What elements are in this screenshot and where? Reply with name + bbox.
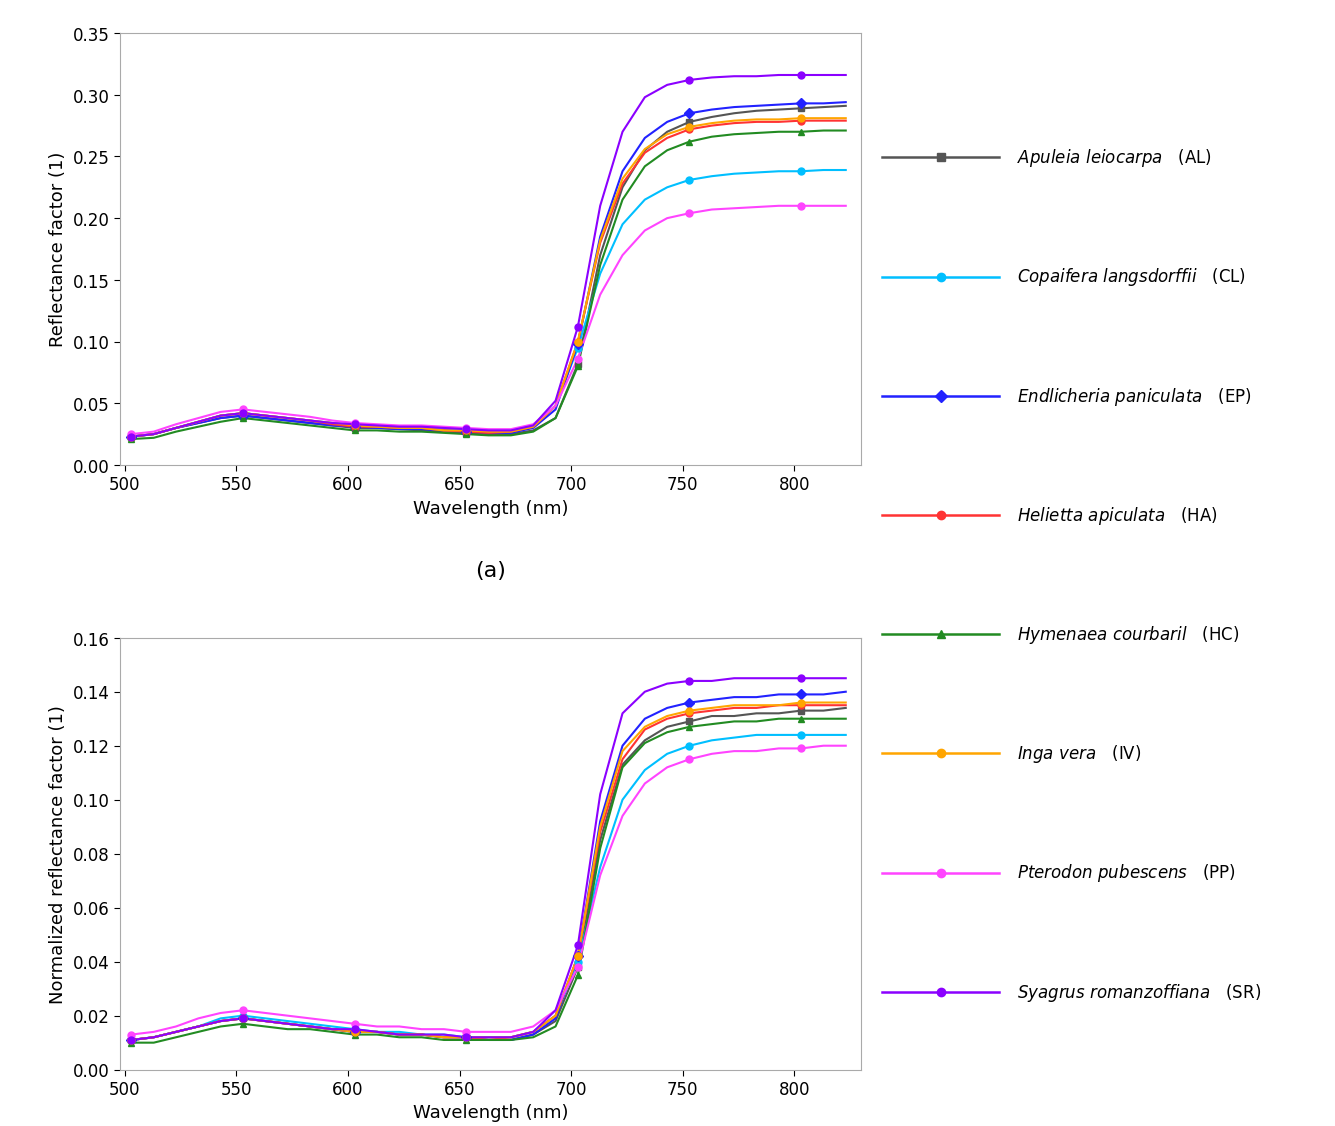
Text: $\mathit{Endlicheria\ paniculata}$   (EP): $\mathit{Endlicheria\ paniculata}$ (EP)	[1016, 385, 1251, 408]
X-axis label: Wavelength (nm): Wavelength (nm)	[413, 499, 569, 517]
Text: $\mathit{Syagrus\ romanzoffiana}$   (SR): $\mathit{Syagrus\ romanzoffiana}$ (SR)	[1016, 981, 1260, 1003]
Text: (a): (a)	[475, 561, 506, 580]
Text: $\mathit{Hymenaea\ courbaril}$   (HC): $\mathit{Hymenaea\ courbaril}$ (HC)	[1016, 624, 1239, 645]
Y-axis label: Reflectance factor (1): Reflectance factor (1)	[49, 152, 67, 347]
Text: $\mathit{Helietta\ apiculata}$   (HA): $\mathit{Helietta\ apiculata}$ (HA)	[1016, 504, 1218, 527]
Text: $\mathit{Apuleia\ leiocarpa}$   (AL): $\mathit{Apuleia\ leiocarpa}$ (AL)	[1016, 148, 1211, 169]
Text: $\mathit{Inga\ vera}$   (IV): $\mathit{Inga\ vera}$ (IV)	[1016, 743, 1140, 765]
X-axis label: Wavelength (nm): Wavelength (nm)	[413, 1103, 569, 1121]
Text: $\mathit{Copaifera\ langsdorffii}$   (CL): $\mathit{Copaifera\ langsdorffii}$ (CL)	[1016, 266, 1246, 288]
Text: $\mathit{Pterodon\ pubescens}$   (PP): $\mathit{Pterodon\ pubescens}$ (PP)	[1016, 861, 1235, 884]
Y-axis label: Normalized reflectance factor (1): Normalized reflectance factor (1)	[49, 705, 67, 1003]
